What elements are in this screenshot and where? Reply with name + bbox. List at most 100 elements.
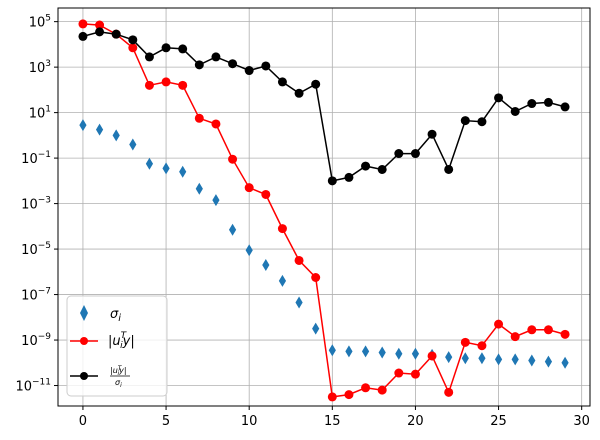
data-point-sigma bbox=[328, 344, 336, 357]
series-ratio bbox=[78, 27, 570, 186]
data-point-ratio bbox=[377, 164, 387, 174]
data-point-uty bbox=[444, 387, 454, 397]
series-uty bbox=[78, 19, 570, 402]
data-point-sigma bbox=[179, 165, 187, 178]
data-point-uty bbox=[477, 341, 487, 351]
data-point-sigma bbox=[378, 346, 386, 359]
legend-label-uty: |uT iy| bbox=[108, 331, 135, 351]
y-tick-label: 10−7 bbox=[21, 287, 51, 304]
data-point-ratio bbox=[128, 35, 138, 45]
data-point-sigma bbox=[262, 258, 270, 271]
y-tick-label: 103 bbox=[29, 59, 51, 76]
legend-box bbox=[66, 295, 168, 397]
data-point-sigma bbox=[561, 356, 569, 369]
data-point-ratio bbox=[161, 43, 171, 53]
x-tick-label: 0 bbox=[79, 414, 87, 429]
data-point-uty bbox=[261, 189, 271, 199]
data-point-uty bbox=[128, 43, 138, 53]
y-axis-ticks: 105 103 101 10−1 10−3 10−5 10−7 10−9 10−11 bbox=[15, 14, 58, 395]
data-point-ratio bbox=[327, 176, 337, 186]
y-tick-label: 10−9 bbox=[21, 332, 51, 349]
data-point-sigma bbox=[494, 353, 503, 366]
data-point-ratio bbox=[211, 52, 221, 62]
data-point-sigma bbox=[145, 157, 154, 170]
data-point-uty bbox=[178, 80, 188, 90]
data-point-uty bbox=[560, 329, 570, 339]
data-point-sigma bbox=[162, 162, 170, 175]
data-point-uty bbox=[394, 368, 404, 378]
data-point-uty bbox=[344, 390, 354, 400]
data-series bbox=[78, 19, 570, 402]
legend-marker-uty bbox=[80, 337, 88, 345]
data-point-uty bbox=[194, 113, 204, 123]
data-point-ratio bbox=[560, 102, 570, 112]
data-point-sigma bbox=[295, 296, 303, 309]
data-point-ratio bbox=[261, 61, 271, 71]
data-point-uty bbox=[510, 332, 520, 342]
data-point-uty bbox=[228, 154, 238, 164]
y-tick-label: 10−1 bbox=[21, 150, 51, 167]
legend-entry-uty: |uT iy| bbox=[70, 331, 135, 351]
data-point-ratio bbox=[178, 44, 188, 54]
data-point-ratio bbox=[361, 161, 371, 171]
x-tick-label: 15 bbox=[324, 414, 341, 429]
data-point-uty bbox=[494, 319, 504, 329]
plot-frame bbox=[57, 7, 591, 407]
data-point-ratio bbox=[494, 93, 504, 103]
data-point-ratio bbox=[444, 164, 454, 174]
gridlines bbox=[58, 8, 590, 406]
data-point-ratio bbox=[244, 66, 254, 76]
data-point-ratio bbox=[344, 172, 354, 182]
data-point-uty bbox=[78, 19, 88, 29]
data-point-uty bbox=[244, 183, 254, 193]
y-tick-label: 10−5 bbox=[21, 241, 51, 258]
y-tick-label: 10−11 bbox=[15, 378, 51, 395]
data-point-sigma bbox=[228, 223, 237, 236]
data-point-sigma bbox=[395, 347, 403, 360]
legend-label-ratio-numerator: |uT iy| bbox=[110, 365, 127, 377]
data-point-ratio bbox=[95, 27, 105, 37]
data-point-ratio bbox=[527, 99, 537, 109]
data-point-sigma bbox=[445, 351, 453, 364]
data-point-ratio bbox=[311, 79, 321, 89]
data-point-sigma bbox=[212, 194, 220, 207]
x-tick-label: 10 bbox=[241, 414, 258, 429]
data-point-ratio bbox=[228, 59, 238, 69]
data-point-sigma bbox=[528, 354, 536, 367]
data-point-sigma bbox=[312, 322, 320, 335]
data-point-sigma bbox=[461, 352, 469, 365]
data-point-sigma bbox=[79, 119, 87, 132]
data-point-uty bbox=[294, 255, 304, 265]
y-tick-label: 105 bbox=[29, 14, 51, 31]
x-axis-ticks: 0 5 10 15 20 25 30 bbox=[79, 406, 590, 429]
data-point-sigma bbox=[195, 182, 203, 195]
data-point-uty bbox=[311, 273, 321, 283]
x-tick-label: 30 bbox=[573, 414, 590, 429]
data-point-sigma bbox=[511, 353, 519, 366]
series-sigma bbox=[79, 119, 569, 369]
data-point-ratio bbox=[427, 129, 437, 139]
legend-label-sigma: σi bbox=[110, 307, 121, 324]
data-point-uty bbox=[144, 80, 154, 90]
data-point-uty bbox=[543, 325, 553, 335]
data-point-uty bbox=[211, 119, 221, 129]
data-point-ratio bbox=[144, 52, 154, 62]
data-point-uty bbox=[327, 392, 337, 402]
data-point-ratio bbox=[477, 117, 487, 127]
data-point-ratio bbox=[277, 77, 287, 87]
legend-entry-sigma: σi bbox=[80, 305, 121, 324]
y-tick-label: 101 bbox=[29, 105, 51, 122]
data-point-uty bbox=[427, 351, 437, 361]
data-point-sigma bbox=[129, 138, 137, 151]
data-point-ratio bbox=[111, 29, 121, 39]
data-point-sigma bbox=[361, 345, 370, 358]
data-point-sigma bbox=[112, 129, 120, 142]
data-point-uty bbox=[277, 224, 287, 234]
data-point-ratio bbox=[78, 31, 88, 41]
data-point-uty bbox=[410, 369, 420, 379]
x-tick-label: 20 bbox=[407, 414, 424, 429]
x-tick-label: 25 bbox=[490, 414, 507, 429]
legend-label-ratio-denominator: σi bbox=[115, 378, 122, 389]
